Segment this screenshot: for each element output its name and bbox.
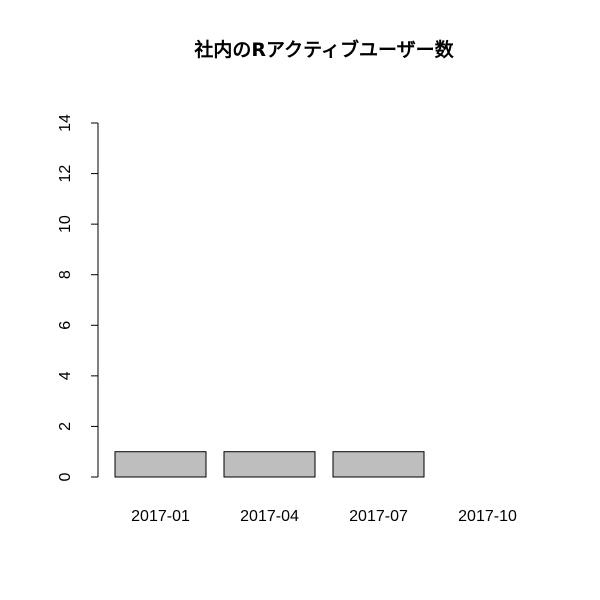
bar-2017-07 [332,451,425,478]
y-tick-label: 0 [57,472,74,481]
bars [114,451,425,478]
y-tick-label: 8 [57,270,74,279]
y-tick-label: 6 [57,321,74,330]
y-axis: 0 2 4 6 8 10 12 14 [57,114,99,481]
y-tick-label: 12 [57,165,74,183]
x-tick-label: 2017-07 [349,508,408,525]
bar-2017-04 [223,451,316,478]
x-tick-label: 2017-04 [240,508,299,525]
x-axis-labels: 2017-01 2017-04 2017-07 2017-10 [131,508,517,525]
chart-title: 社内のRアクティブユーザー数 [193,38,454,61]
x-tick-label: 2017-01 [131,508,190,525]
y-tick-label: 10 [57,215,74,233]
y-tick-label: 14 [57,114,74,132]
x-tick-label: 2017-10 [458,508,517,525]
y-tick-label: 2 [57,422,74,431]
bar-2017-01 [114,451,207,478]
y-tick-label: 4 [57,371,74,380]
